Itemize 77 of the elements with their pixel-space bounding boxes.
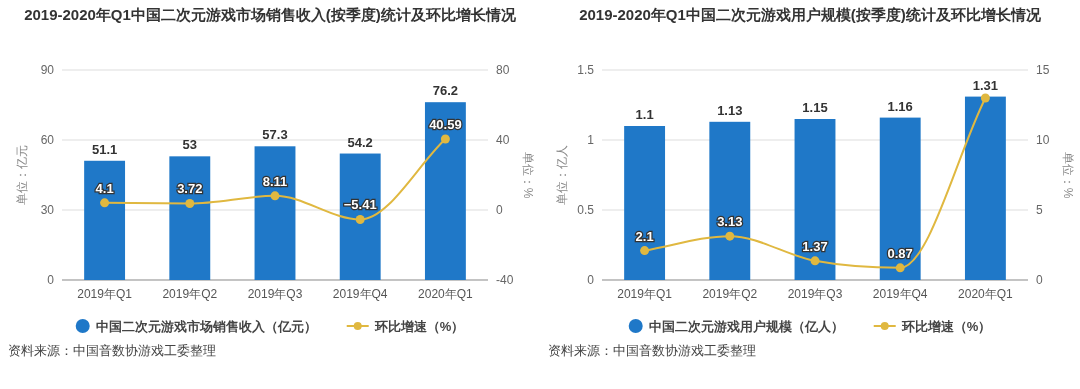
data-label: 51.1: [91, 141, 118, 157]
data-label: 1.16: [887, 98, 913, 114]
point: [895, 263, 905, 273]
bar: [169, 156, 211, 280]
legend-label: 中国二次元游戏市场销售收入（亿元）: [95, 319, 317, 334]
y-tick-label: 30: [40, 203, 55, 217]
bar: [339, 153, 381, 280]
y2-tick-label: 0: [1036, 273, 1043, 287]
data-label: 57.3: [262, 127, 288, 143]
data-label: 40.59: [429, 116, 462, 132]
data-label: 1.15: [802, 100, 828, 115]
y2-axis-title: 单位：%: [1061, 151, 1075, 199]
bar: [624, 126, 666, 280]
data-label: 76.2: [432, 83, 459, 99]
x-tick-label: 2019年Q1: [617, 287, 673, 301]
point: [640, 246, 650, 256]
x-tick-label: 2020年Q1: [958, 287, 1014, 301]
x-tick-label: 2019年Q1: [77, 287, 133, 301]
point: [725, 231, 735, 241]
y-tick-label: 0: [587, 273, 595, 287]
y-tick-label: 1.5: [577, 63, 595, 77]
data-label: 2.1: [635, 228, 654, 244]
y2-tick-label: 0: [496, 203, 503, 217]
data-label: 3.13: [717, 214, 743, 230]
text: 资料来源：中国音数协游戏工委整理: [548, 343, 756, 358]
bar: [254, 146, 296, 280]
chart-title: 2019-2020年Q1中国二次元游戏市场销售收入(按季度)统计及环比增长情况: [24, 6, 517, 23]
point: [270, 191, 280, 201]
data-label: 0.87: [887, 245, 913, 261]
point: [440, 134, 450, 144]
point: [100, 198, 110, 208]
y2-tick-label: -40: [496, 273, 514, 287]
y2-axis-title: 单位：%: [521, 151, 535, 199]
bar: [879, 117, 921, 280]
x-tick-label: 2020年Q1: [418, 287, 474, 301]
bar: [709, 121, 751, 280]
x-tick-label: 2019年Q2: [702, 287, 758, 301]
legend-label: 中国二次元游戏用户规模（亿人）: [648, 319, 844, 334]
y2-tick-label: 80: [496, 63, 510, 77]
x-tick-label: 2019年Q3: [787, 287, 843, 301]
data-label: 1.31: [972, 77, 999, 93]
legend-label: 环比增速（%）: [373, 319, 465, 334]
data-label: −5.41: [343, 197, 377, 213]
data-label: 1.1: [635, 107, 654, 122]
y-tick-label: 0.5: [577, 203, 595, 217]
y-tick-label: 1: [587, 133, 595, 147]
y-tick-label: 0: [47, 273, 55, 287]
chart-title: 2019-2020年Q1中国二次元游戏用户规模(按季度)统计及环比增长情况: [579, 6, 1042, 23]
x-tick-label: 2019年Q4: [332, 287, 388, 301]
x-tick-label: 2019年Q4: [872, 287, 928, 301]
x-tick-label: 2019年Q2: [162, 287, 218, 301]
data-label: 54.2: [347, 134, 373, 150]
data-label: 53: [182, 137, 198, 153]
point: [355, 214, 365, 224]
bar: [964, 96, 1006, 280]
y2-tick-label: 15: [1036, 63, 1050, 77]
y2-tick-label: 40: [496, 133, 510, 147]
y-tick-label: 60: [40, 133, 55, 147]
y-tick-label: 90: [40, 63, 55, 77]
point: [810, 256, 820, 266]
data-label: 4.1: [95, 180, 114, 196]
y-axis-title: 单位：亿元: [15, 145, 29, 205]
data-label: 1.13: [717, 102, 743, 118]
y-axis-title: 单位：亿人: [555, 145, 569, 205]
legend-label: 环比增速（%）: [900, 319, 992, 334]
text: 资料来源：中国音数协游戏工委整理: [8, 343, 216, 358]
bar: [84, 160, 126, 280]
bar: [424, 102, 466, 280]
data-label: 1.37: [802, 238, 828, 254]
x-tick-label: 2019年Q3: [247, 287, 303, 301]
point: [185, 198, 195, 208]
point: [980, 93, 990, 103]
y2-tick-label: 10: [1036, 133, 1050, 147]
bar: [794, 119, 836, 280]
data-label: 8.11: [262, 173, 288, 189]
data-label: 3.72: [177, 181, 203, 197]
y2-tick-label: 5: [1036, 203, 1043, 217]
